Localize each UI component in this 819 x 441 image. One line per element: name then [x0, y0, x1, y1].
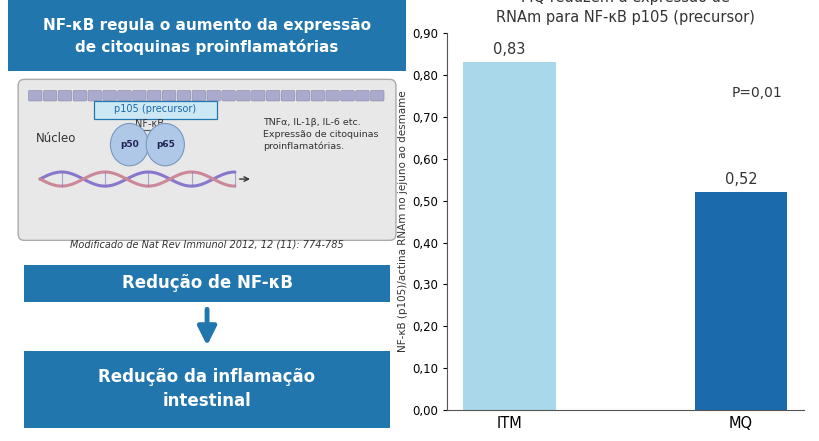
Bar: [463, 62, 555, 410]
FancyBboxPatch shape: [310, 90, 324, 101]
Text: Modificado de Nat Rev Immunol 2012, 12 (11): 774-785: Modificado de Nat Rev Immunol 2012, 12 (…: [70, 240, 343, 250]
FancyBboxPatch shape: [118, 90, 131, 101]
FancyBboxPatch shape: [296, 90, 310, 101]
Text: 0,83: 0,83: [493, 42, 525, 57]
Text: Redução da inflamação
intestinal: Redução da inflamação intestinal: [98, 368, 315, 410]
FancyBboxPatch shape: [251, 90, 265, 101]
Text: p50: p50: [120, 140, 138, 149]
FancyBboxPatch shape: [73, 90, 87, 101]
Circle shape: [146, 123, 184, 166]
Text: p105 (precursor): p105 (precursor): [114, 105, 197, 114]
FancyBboxPatch shape: [58, 90, 71, 101]
FancyBboxPatch shape: [266, 90, 279, 101]
FancyBboxPatch shape: [24, 265, 390, 302]
Text: P=0,01: P=0,01: [731, 86, 781, 101]
FancyBboxPatch shape: [325, 90, 339, 101]
FancyBboxPatch shape: [133, 90, 146, 101]
FancyBboxPatch shape: [8, 0, 405, 71]
FancyBboxPatch shape: [29, 90, 42, 101]
FancyBboxPatch shape: [43, 90, 57, 101]
FancyBboxPatch shape: [177, 90, 191, 101]
FancyBboxPatch shape: [237, 90, 250, 101]
FancyBboxPatch shape: [355, 90, 369, 101]
Text: Núcleo: Núcleo: [36, 132, 76, 146]
FancyBboxPatch shape: [24, 351, 390, 428]
FancyBboxPatch shape: [206, 90, 220, 101]
Bar: [694, 192, 786, 410]
Text: NF-κB: NF-κB: [134, 120, 164, 129]
Circle shape: [111, 123, 148, 166]
Title: MQ reduzem a expressão de
RNAm para NF-κB p105 (precursor): MQ reduzem a expressão de RNAm para NF-κ…: [495, 0, 753, 25]
Text: Redução de NF-κB: Redução de NF-κB: [121, 274, 292, 292]
FancyBboxPatch shape: [88, 90, 102, 101]
FancyBboxPatch shape: [162, 90, 175, 101]
Y-axis label: NF-κB (p105)/actina RNAm no jejuno ao desmame: NF-κB (p105)/actina RNAm no jejuno ao de…: [397, 91, 407, 352]
Text: NF-κB regula o aumento da expressão
de citoquinas proinflamatórias: NF-κB regula o aumento da expressão de c…: [43, 18, 370, 55]
FancyBboxPatch shape: [94, 101, 216, 119]
FancyBboxPatch shape: [370, 90, 383, 101]
FancyBboxPatch shape: [281, 90, 295, 101]
FancyBboxPatch shape: [147, 90, 161, 101]
Text: TNFα, IL-1β, IL-6 etc.
Expressão de citoquinas
proinflamatórias.: TNFα, IL-1β, IL-6 etc. Expressão de cito…: [262, 118, 378, 151]
Text: p65: p65: [156, 140, 174, 149]
FancyBboxPatch shape: [341, 90, 354, 101]
FancyBboxPatch shape: [221, 90, 235, 101]
FancyBboxPatch shape: [192, 90, 206, 101]
Text: 0,52: 0,52: [724, 172, 757, 187]
FancyBboxPatch shape: [102, 90, 116, 101]
FancyBboxPatch shape: [18, 79, 396, 240]
